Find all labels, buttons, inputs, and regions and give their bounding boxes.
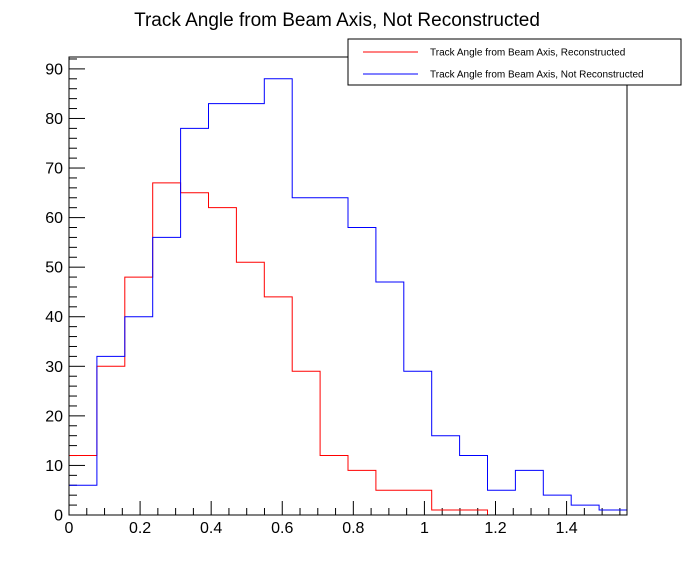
y-tick-label: 80 [45, 111, 63, 128]
x-tick-label: 0.6 [271, 520, 293, 537]
y-tick-label: 60 [45, 210, 63, 227]
axis-ticks: 0 0.2 0.4 0.6 0.8 1 1.2 1.4 0 10 20 30 40 50 60 70 80 90 [45, 58, 621, 537]
y-tick-label: 10 [45, 458, 63, 475]
x-tick-label: 0.8 [342, 520, 364, 537]
x-tick-label: 1 [420, 520, 429, 537]
legend: Track Angle from Beam Axis, Reconstructe… [347, 38, 682, 86]
x-tick-label: 0 [65, 520, 74, 537]
x-tick-label: 1.2 [484, 520, 506, 537]
y-tick-label: 0 [54, 508, 63, 525]
chart-title: Track Angle from Beam Axis, Not Reconstr… [134, 10, 540, 31]
y-tick-label: 50 [45, 260, 63, 277]
legend-box [347, 38, 682, 86]
histogram-series [69, 78, 627, 516]
y-tick-label: 20 [45, 408, 63, 425]
y-tick-label: 90 [45, 61, 63, 78]
x-tick-label: 1.4 [555, 520, 577, 537]
series-step-line-0 [69, 182, 627, 516]
legend-label-not-reconstructed: Track Angle from Beam Axis, Not Reconstr… [430, 70, 644, 81]
series-step-line-1 [69, 78, 627, 511]
y-tick-label: 40 [45, 309, 63, 326]
x-tick-label: 0.4 [200, 520, 222, 537]
y-tick-label: 70 [45, 161, 63, 178]
y-tick-label: 30 [45, 359, 63, 376]
x-tick-label: 0.2 [129, 520, 151, 537]
legend-label-reconstructed: Track Angle from Beam Axis, Reconstructe… [430, 48, 625, 59]
